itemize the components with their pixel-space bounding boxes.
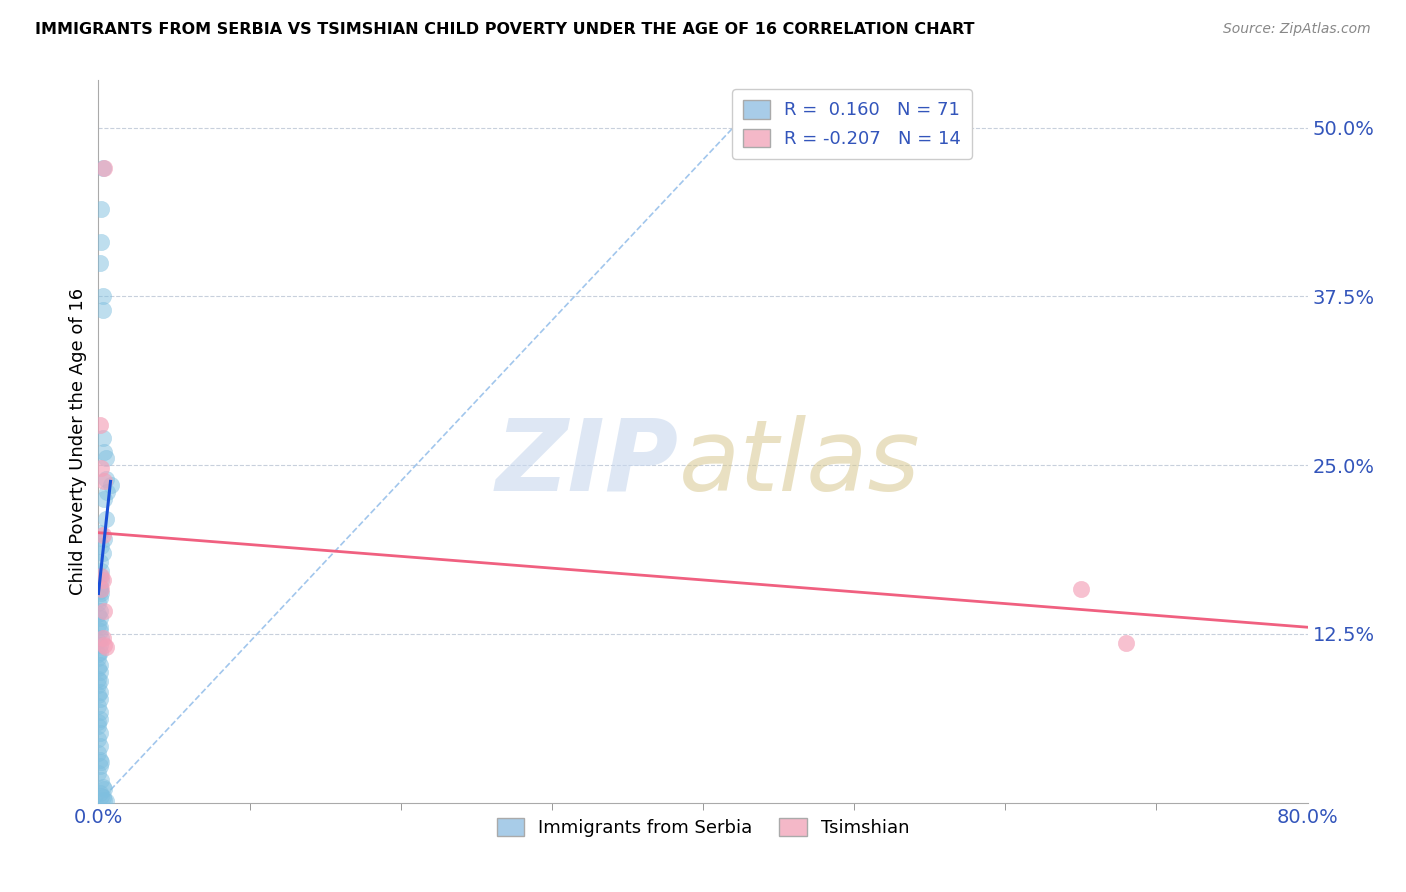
Point — [90, 772, 112, 787]
Point — [93, 475, 115, 489]
Point — [87, 647, 110, 661]
Point — [89, 525, 111, 540]
Point — [89, 638, 111, 652]
Point — [87, 607, 110, 621]
Point — [89, 786, 111, 800]
Point — [91, 289, 114, 303]
Point — [89, 759, 111, 773]
Point — [91, 431, 114, 445]
Point — [91, 528, 114, 542]
Point — [87, 732, 110, 747]
Point — [87, 651, 110, 665]
Text: Source: ZipAtlas.com: Source: ZipAtlas.com — [1223, 22, 1371, 37]
Point — [89, 255, 111, 269]
Point — [89, 658, 111, 673]
Point — [89, 580, 111, 594]
Point — [93, 444, 115, 458]
Point — [87, 617, 110, 632]
Point — [90, 586, 112, 600]
Point — [93, 604, 115, 618]
Point — [93, 638, 115, 652]
Text: atlas: atlas — [679, 415, 921, 512]
Text: ZIP: ZIP — [496, 415, 679, 512]
Point — [89, 417, 111, 432]
Point — [93, 533, 115, 547]
Point — [91, 790, 114, 805]
Point — [90, 756, 112, 770]
Point — [87, 633, 110, 648]
Point — [94, 640, 117, 655]
Point — [93, 782, 115, 797]
Point — [89, 582, 111, 597]
Point — [100, 478, 122, 492]
Point — [90, 235, 112, 250]
Point — [89, 691, 111, 706]
Point — [87, 698, 110, 713]
Point — [90, 461, 112, 475]
Point — [89, 725, 111, 739]
Point — [89, 665, 111, 679]
Point — [89, 644, 111, 658]
Point — [89, 624, 111, 639]
Point — [89, 739, 111, 753]
Point — [89, 685, 111, 699]
Point — [93, 161, 115, 175]
Point — [87, 714, 110, 729]
Point — [89, 569, 111, 583]
Point — [91, 631, 114, 645]
Point — [91, 546, 114, 560]
Point — [90, 631, 112, 645]
Point — [87, 746, 110, 760]
Point — [87, 766, 110, 780]
Point — [90, 582, 112, 597]
Point — [90, 573, 112, 587]
Point — [89, 706, 111, 720]
Point — [91, 302, 114, 317]
Point — [93, 793, 115, 807]
Point — [94, 794, 117, 808]
Point — [91, 161, 114, 175]
Point — [87, 678, 110, 692]
Point — [89, 583, 111, 598]
Point — [87, 672, 110, 686]
Point — [90, 202, 112, 216]
Text: IMMIGRANTS FROM SERBIA VS TSIMSHIAN CHILD POVERTY UNDER THE AGE OF 16 CORRELATIO: IMMIGRANTS FROM SERBIA VS TSIMSHIAN CHIL… — [35, 22, 974, 37]
Point — [90, 789, 112, 803]
Point — [89, 674, 111, 689]
Point — [96, 485, 118, 500]
Point — [89, 620, 111, 634]
Point — [89, 556, 111, 570]
Point — [87, 596, 110, 610]
Point — [87, 661, 110, 675]
Point — [87, 573, 110, 587]
Point — [91, 573, 114, 587]
Point — [93, 491, 115, 506]
Point — [90, 569, 112, 583]
Point — [1115, 636, 1137, 650]
Y-axis label: Child Poverty Under the Age of 16: Child Poverty Under the Age of 16 — [69, 288, 87, 595]
Point — [89, 591, 111, 605]
Point — [89, 753, 111, 767]
Point — [1070, 582, 1092, 597]
Point — [89, 604, 111, 618]
Point — [94, 451, 117, 466]
Point — [90, 539, 112, 553]
Point — [87, 688, 110, 702]
Point — [87, 719, 110, 733]
Point — [91, 780, 114, 794]
Legend: Immigrants from Serbia, Tsimshian: Immigrants from Serbia, Tsimshian — [489, 811, 917, 845]
Point — [89, 611, 111, 625]
Point — [89, 712, 111, 726]
Point — [94, 472, 117, 486]
Point — [90, 564, 112, 578]
Point — [94, 512, 117, 526]
